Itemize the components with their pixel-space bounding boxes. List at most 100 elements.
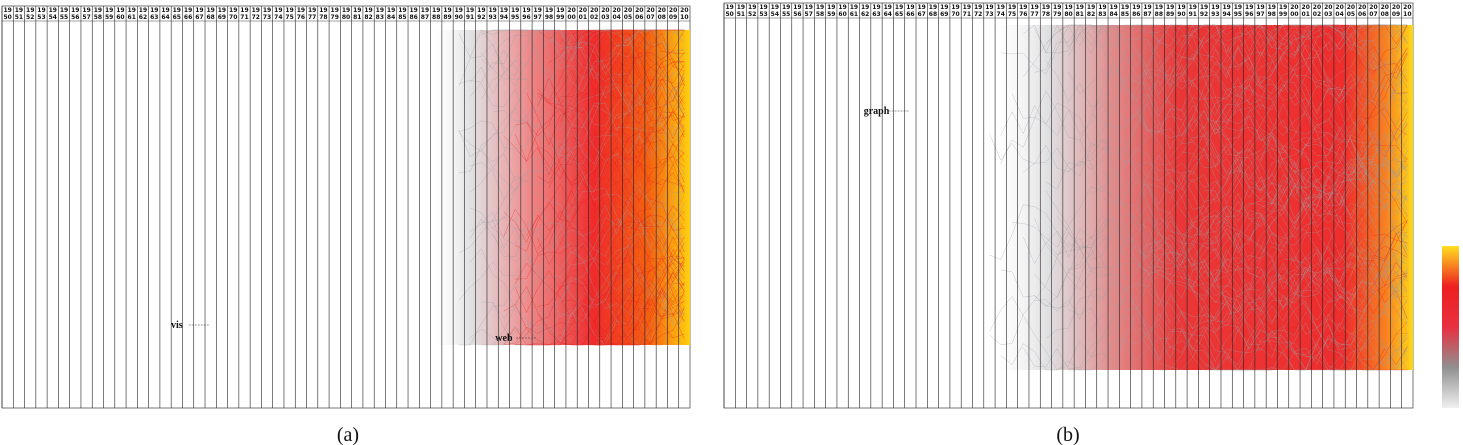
year-tick-century: 19: [376, 7, 384, 14]
year-tick-decade: 74: [274, 14, 282, 21]
year-tick-decade: 89: [1166, 11, 1174, 18]
year-tick-century: 19: [26, 7, 34, 14]
year-tick-century: 19: [477, 7, 485, 14]
year-tick-decade: 09: [669, 14, 677, 21]
year-tick-decade: 04: [1335, 11, 1343, 18]
year-tick-decade: 91: [1189, 11, 1197, 18]
year-tick-decade: 02: [590, 14, 598, 21]
year-tick-century: 19: [3, 7, 11, 14]
year-tick-century: 19: [387, 7, 395, 14]
year-tick-century: 20: [590, 7, 598, 14]
year-tick-century: 19: [895, 4, 903, 11]
term-label-graph: graph: [864, 106, 890, 117]
year-tick-century: 19: [1030, 4, 1038, 11]
year-tick-century: 20: [1302, 4, 1310, 11]
year-tick-century: 20: [1392, 4, 1400, 11]
year-tick-century: 19: [353, 7, 361, 14]
year-tick-decade: 62: [139, 14, 147, 21]
year-tick-century: 19: [252, 7, 260, 14]
year-tick-century: 19: [1166, 4, 1174, 11]
year-tick-decade: 06: [635, 14, 643, 21]
year-tick-century: 19: [218, 7, 226, 14]
year-tick-decade: 54: [49, 14, 57, 21]
year-tick-century: 19: [997, 4, 1005, 11]
year-tick-decade: 76: [1019, 11, 1027, 18]
year-tick-decade: 71: [240, 14, 248, 21]
year-tick-century: 20: [579, 7, 587, 14]
year-tick-century: 19: [500, 7, 508, 14]
year-tick-century: 19: [308, 7, 316, 14]
year-tick-century: 19: [1234, 4, 1242, 11]
year-tick-century: 19: [1189, 4, 1197, 11]
year-tick-century: 19: [759, 4, 767, 11]
year-tick-decade: 82: [1087, 11, 1095, 18]
year-tick-century: 19: [1042, 4, 1050, 11]
year-tick-decade: 59: [827, 11, 835, 18]
year-tick-decade: 99: [556, 14, 564, 21]
year-tick-decade: 92: [1200, 11, 1208, 18]
year-tick-century: 20: [635, 7, 643, 14]
year-tick-century: 19: [240, 7, 248, 14]
year-tick-decade: 84: [1110, 11, 1118, 18]
year-tick-decade: 81: [353, 14, 361, 21]
year-tick-decade: 00: [567, 14, 575, 21]
year-tick-decade: 10: [680, 14, 688, 21]
year-tick-century: 19: [725, 4, 733, 11]
year-tick-decade: 64: [161, 14, 169, 21]
year-tick-century: 19: [128, 7, 136, 14]
year-tick-century: 19: [850, 4, 858, 11]
year-tick-decade: 66: [184, 14, 192, 21]
year-tick-decade: 99: [1279, 11, 1287, 18]
year-tick-century: 20: [1403, 4, 1411, 11]
year-tick-century: 19: [263, 7, 271, 14]
year-tick-decade: 58: [816, 11, 824, 18]
year-tick-decade: 88: [432, 14, 440, 21]
year-tick-decade: 51: [15, 14, 23, 21]
year-tick-decade: 92: [477, 14, 485, 21]
year-tick-century: 19: [364, 7, 372, 14]
year-tick-decade: 53: [759, 11, 767, 18]
year-tick-century: 19: [1245, 4, 1253, 11]
year-tick-decade: 05: [1347, 11, 1355, 18]
year-tick-decade: 61: [128, 14, 136, 21]
year-tick-century: 19: [985, 4, 993, 11]
year-tick-century: 19: [793, 4, 801, 11]
year-tick-century: 19: [1087, 4, 1095, 11]
term-label-vis: vis: [171, 320, 183, 331]
caption-b: (b): [1056, 424, 1079, 445]
year-tick-decade: 97: [1256, 11, 1264, 18]
year-tick-decade: 69: [218, 14, 226, 21]
year-tick-century: 19: [285, 7, 293, 14]
year-tick-century: 19: [82, 7, 90, 14]
year-tick-decade: 70: [951, 11, 959, 18]
year-tick-decade: 50: [3, 14, 11, 21]
year-tick-century: 19: [421, 7, 429, 14]
year-tick-decade: 74: [997, 11, 1005, 18]
year-tick-century: 20: [680, 7, 688, 14]
year-tick-century: 20: [601, 7, 609, 14]
year-tick-century: 19: [771, 4, 779, 11]
year-tick-century: 19: [782, 4, 790, 11]
year-tick-century: 19: [1256, 4, 1264, 11]
year-tick-century: 19: [195, 7, 203, 14]
year-tick-decade: 06: [1358, 11, 1366, 18]
year-tick-century: 19: [1110, 4, 1118, 11]
year-tick-century: 19: [737, 4, 745, 11]
year-tick-century: 20: [1381, 4, 1389, 11]
year-tick-decade: 50: [725, 11, 733, 18]
year-tick-century: 19: [297, 7, 305, 14]
year-tick-century: 19: [1064, 4, 1072, 11]
year-tick-decade: 54: [771, 11, 779, 18]
year-tick-decade: 57: [82, 14, 90, 21]
year-tick-century: 19: [805, 4, 813, 11]
year-tick-century: 20: [1335, 4, 1343, 11]
year-tick-decade: 09: [1392, 11, 1400, 18]
year-tick-decade: 00: [1290, 11, 1298, 18]
year-tick-decade: 86: [409, 14, 417, 21]
year-tick-decade: 75: [1008, 11, 1016, 18]
year-tick-decade: 07: [1369, 11, 1377, 18]
year-tick-decade: 62: [861, 11, 869, 18]
year-tick-century: 19: [1143, 4, 1151, 11]
year-tick-decade: 57: [805, 11, 813, 18]
year-tick-century: 20: [624, 7, 632, 14]
